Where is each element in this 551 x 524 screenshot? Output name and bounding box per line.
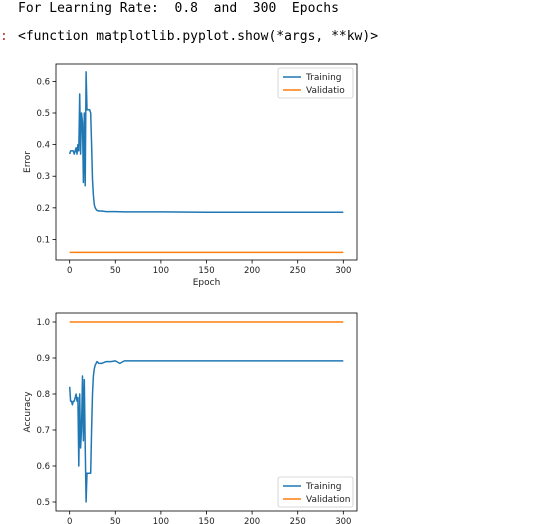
y-tick-label: 0.2 xyxy=(36,204,50,214)
legend: Training Validatio xyxy=(278,68,353,98)
x-tick-label: 100 xyxy=(153,266,169,276)
x-tick-label: 0 xyxy=(67,266,72,276)
y-axis-label: Accuracy xyxy=(23,391,33,433)
chart-panel-2: 0.5 0.6 0.7 0.8 0.9 1.0 0 50 100 150 200 250 300 Accu… xyxy=(23,313,357,524)
y-tick-label: 0.5 xyxy=(36,498,50,508)
y-tick-label: 0.4 xyxy=(36,141,50,151)
legend-label: Training xyxy=(305,73,342,83)
y-tick-label: 0.5 xyxy=(36,109,50,119)
chart-panel-1: 0.1 0.2 0.3 0.4 0.5 0.6 0 50 100 150 200 250 300 Epoc… xyxy=(23,64,357,288)
x-tick-label: 0 xyxy=(67,517,72,524)
x-tick-label: 50 xyxy=(110,517,121,524)
legend: Training Validation xyxy=(278,477,353,507)
x-tick-label: 200 xyxy=(244,266,260,276)
x-tick-label: 150 xyxy=(198,266,214,276)
x-axis-label: Epoch xyxy=(193,278,221,288)
y-tick-label: 0.8 xyxy=(36,390,50,400)
y-tick-label: 0.6 xyxy=(36,462,50,472)
y-tick-label: 0.3 xyxy=(36,172,50,182)
y-tick-label: 0.6 xyxy=(36,77,50,87)
y-tick-label: 0.7 xyxy=(36,426,50,436)
x-tick-label: 250 xyxy=(290,266,306,276)
legend-label: Validation xyxy=(306,495,350,505)
y-tick-label: 0.1 xyxy=(36,235,50,245)
x-tick-label: 200 xyxy=(244,517,260,524)
legend-label: Training xyxy=(305,482,342,492)
x-tick-label: 300 xyxy=(335,266,351,276)
x-tick-label: 250 xyxy=(290,517,306,524)
x-tick-label: 100 xyxy=(153,517,169,524)
x-tick-label: 50 xyxy=(110,266,121,276)
legend-label: Validatio xyxy=(306,86,345,96)
y-tick-label: 0.9 xyxy=(36,354,50,364)
x-tick-label: 150 xyxy=(198,517,214,524)
y-axis-label: Error xyxy=(23,151,33,173)
x-tick-label: 300 xyxy=(335,517,351,524)
y-tick-label: 1.0 xyxy=(36,318,50,328)
